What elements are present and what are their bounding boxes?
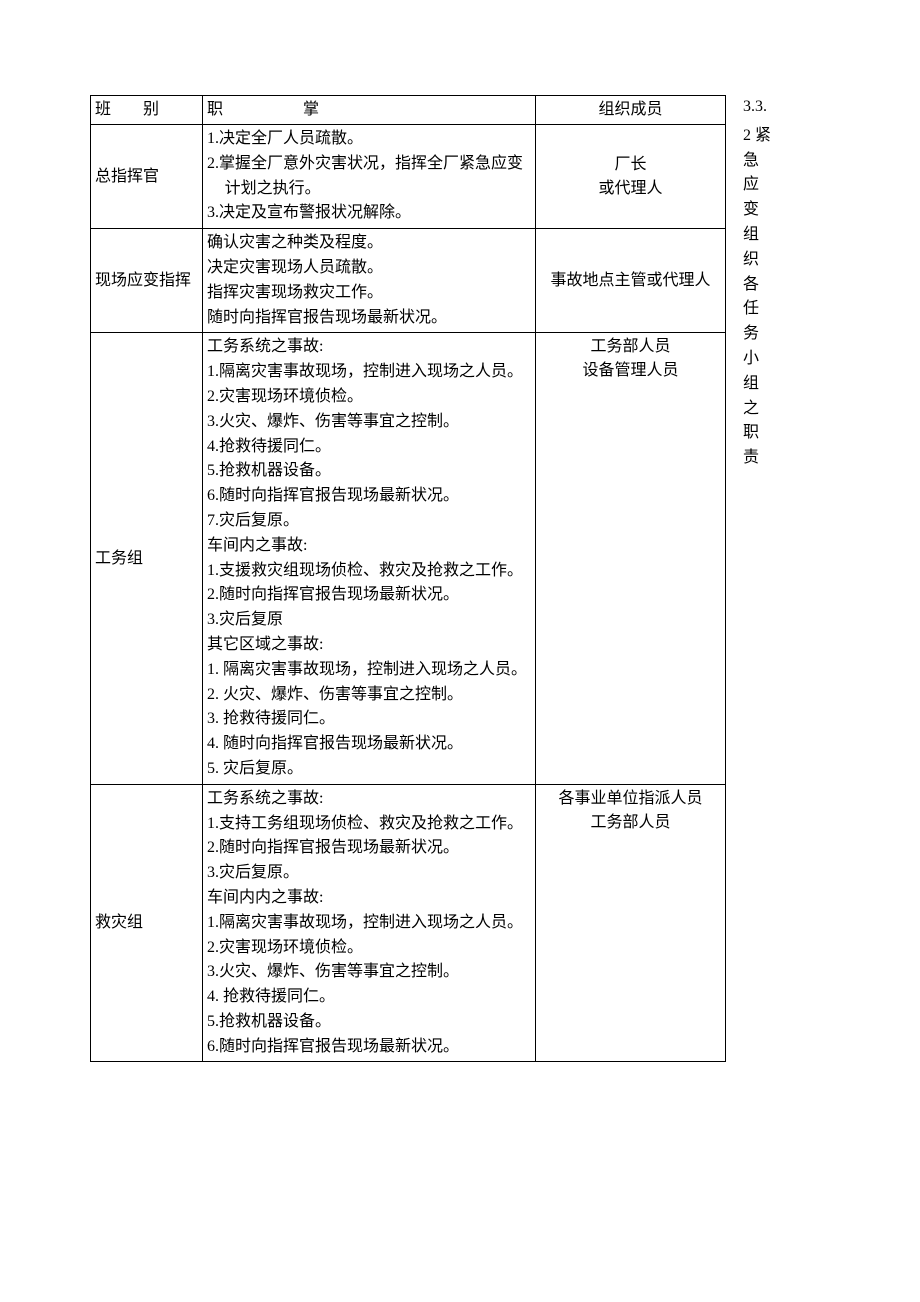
- section-title-char: 职: [743, 421, 783, 446]
- duty-line: 2.随时向指挥官报告现场最新状况。: [207, 836, 531, 861]
- duty-line: 6.随时向指挥官报告现场最新状况。: [207, 484, 531, 509]
- duty-line: 4.抢救待援同仁。: [207, 435, 531, 460]
- header-group: 班 别: [91, 96, 203, 125]
- table-row: 工务组工务系统之事故:1.隔离灾害事故现场，控制进入现场之人员。2.灾害现场环境…: [91, 333, 726, 784]
- duties-cell: 工务系统之事故:1.支持工务组现场侦检、救灾及抢救之工作。2.随时向指挥官报告现…: [203, 784, 536, 1062]
- table-row: 现场应变指挥确认灾害之种类及程度。决定灾害现场人员疏散。指挥灾害现场救灾工作。随…: [91, 229, 726, 333]
- duty-line: 3.火灾、爆炸、伤害等事宜之控制。: [207, 410, 531, 435]
- duty-line: 2. 火灾、爆炸、伤害等事宜之控制。: [207, 683, 531, 708]
- section-title-char: 务: [743, 322, 783, 347]
- table-header-row: 班 别 职 掌 组织成员: [91, 96, 726, 125]
- duty-line: 1.隔离灾害事故现场，控制进入现场之人员。: [207, 360, 531, 385]
- duty-line: 车间内内之事故:: [207, 886, 531, 911]
- group-name-cell: 总指挥官: [91, 125, 203, 229]
- duty-line: 1.支持工务组现场侦检、救灾及抢救之工作。: [207, 812, 531, 837]
- duty-line: 4. 随时向指挥官报告现场最新状况。: [207, 732, 531, 757]
- section-title-char: 责: [743, 446, 783, 471]
- duty-line: 指挥灾害现场救灾工作。: [207, 281, 531, 306]
- duty-line: 工务系统之事故:: [207, 787, 531, 812]
- duty-line: 3.火灾、爆炸、伤害等事宜之控制。: [207, 960, 531, 985]
- section-title-char: 织: [743, 248, 783, 273]
- duty-line: 随时向指挥官报告现场最新状况。: [207, 306, 531, 331]
- duty-line: 3.灾后复原。: [207, 861, 531, 886]
- members-cell: 工务部人员设备管理人员: [536, 333, 726, 784]
- section-title-char: 急: [743, 149, 783, 174]
- duty-line: 工务系统之事故:: [207, 335, 531, 360]
- section-title-char: 应: [743, 173, 783, 198]
- members-cell: 事故地点主管或代理人: [536, 229, 726, 333]
- duty-line: 5.抢救机器设备。: [207, 1010, 531, 1035]
- duty-line: 7.灾后复原。: [207, 509, 531, 534]
- duty-line: 2.灾害现场环境侦检。: [207, 385, 531, 410]
- section-title-vertical: 2 紧急应变组织各任务小组之职责: [743, 124, 783, 471]
- section-title-char: 组: [743, 372, 783, 397]
- duty-line: 确认灾害之种类及程度。: [207, 231, 531, 256]
- duty-line: 5.抢救机器设备。: [207, 459, 531, 484]
- group-name-cell: 工务组: [91, 333, 203, 784]
- duty-line: 4. 抢救待援同仁。: [207, 985, 531, 1010]
- header-members: 组织成员: [536, 96, 726, 125]
- members-cell: 各事业单位指派人员工务部人员: [536, 784, 726, 1062]
- section-title-char: 组: [743, 223, 783, 248]
- section-title-char: 之: [743, 397, 783, 422]
- section-title-char: 小: [743, 347, 783, 372]
- duty-line: 2.灾害现场环境侦检。: [207, 936, 531, 961]
- section-title-char: 各: [743, 273, 783, 298]
- duty-line: 5. 灾后复原。: [207, 757, 531, 782]
- table-row: 总指挥官1.决定全厂人员疏散。2.掌握全厂意外灾害状况，指挥全厂紧急应变计划之执…: [91, 125, 726, 229]
- duties-cell: 确认灾害之种类及程度。决定灾害现场人员疏散。指挥灾害现场救灾工作。随时向指挥官报…: [203, 229, 536, 333]
- group-name-cell: 救灾组: [91, 784, 203, 1062]
- responsibilities-table-container: 班 别 职 掌 组织成员 总指挥官1.决定全厂人员疏散。2.掌握全厂意外灾害状况…: [90, 95, 725, 1062]
- section-title-char: 任: [743, 297, 783, 322]
- duty-line: 1.支援救灾组现场侦检、救灾及抢救之工作。: [207, 559, 531, 584]
- header-duties: 职 掌: [203, 96, 536, 125]
- section-heading: 3.3. 2 紧急应变组织各任务小组之职责: [743, 95, 783, 471]
- duty-line: 车间内之事故:: [207, 534, 531, 559]
- section-number-prefix: 3.3.: [743, 95, 783, 120]
- duties-cell: 工务系统之事故:1.隔离灾害事故现场，控制进入现场之人员。2.灾害现场环境侦检。…: [203, 333, 536, 784]
- duties-cell: 1.决定全厂人员疏散。2.掌握全厂意外灾害状况，指挥全厂紧急应变计划之执行。3.…: [203, 125, 536, 229]
- duty-line: 1.决定全厂人员疏散。: [207, 127, 531, 152]
- duty-line: 3. 抢救待援同仁。: [207, 707, 531, 732]
- duty-line: 决定灾害现场人员疏散。: [207, 256, 531, 281]
- duty-line: 6.随时向指挥官报告现场最新状况。: [207, 1035, 531, 1060]
- responsibilities-table: 班 别 职 掌 组织成员 总指挥官1.决定全厂人员疏散。2.掌握全厂意外灾害状况…: [90, 95, 726, 1062]
- duty-line: 3.灾后复原: [207, 608, 531, 633]
- duty-line: 2.随时向指挥官报告现场最新状况。: [207, 583, 531, 608]
- duty-line: 1. 隔离灾害事故现场，控制进入现场之人员。: [207, 658, 531, 683]
- duty-line: 1.隔离灾害事故现场，控制进入现场之人员。: [207, 911, 531, 936]
- section-number: 2 紧: [743, 124, 783, 149]
- members-cell: 厂长或代理人: [536, 125, 726, 229]
- duty-line: 2.掌握全厂意外灾害状况，指挥全厂紧急应变计划之执行。: [207, 152, 531, 202]
- duty-line: 其它区域之事故:: [207, 633, 531, 658]
- group-name-cell: 现场应变指挥: [91, 229, 203, 333]
- table-row: 救灾组工务系统之事故:1.支持工务组现场侦检、救灾及抢救之工作。2.随时向指挥官…: [91, 784, 726, 1062]
- duty-line: 3.决定及宣布警报状况解除。: [207, 201, 531, 226]
- section-title-char: 变: [743, 198, 783, 223]
